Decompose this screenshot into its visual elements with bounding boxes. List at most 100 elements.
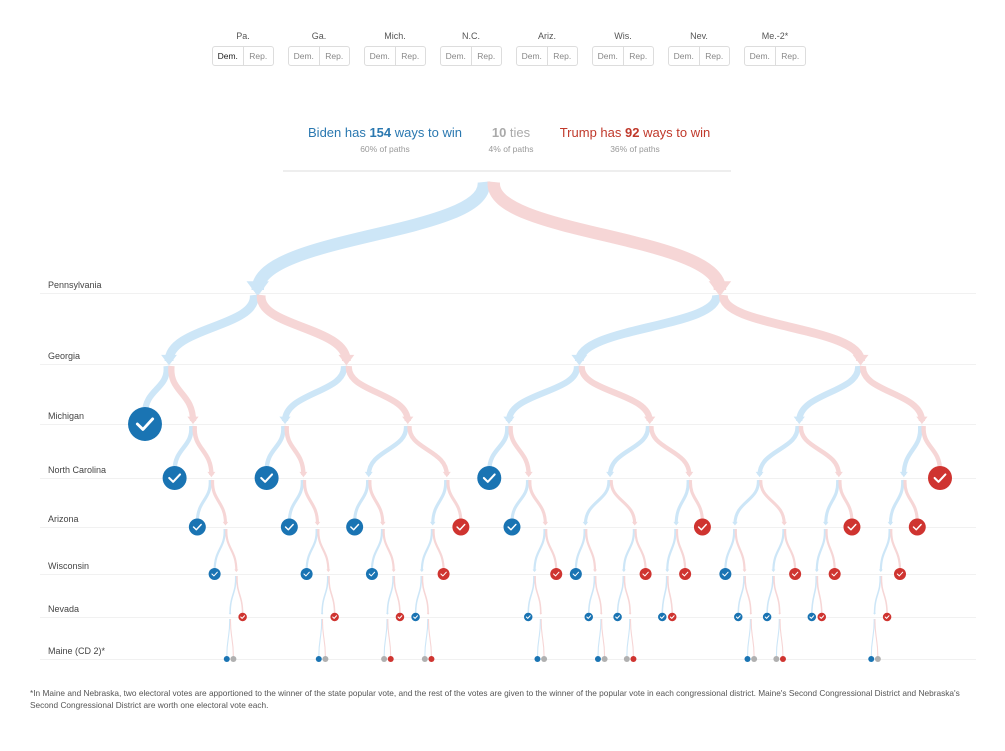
arrowhead-icon [628, 612, 632, 615]
dem-outcome-node[interactable] [584, 612, 593, 622]
dem-outcome-node[interactable] [868, 656, 875, 662]
dem-outcome-node[interactable] [280, 518, 298, 536]
dem-outcome-node[interactable] [223, 656, 230, 662]
rep-outcome-node[interactable] [679, 568, 692, 580]
rep-outcome-node[interactable] [428, 656, 435, 662]
dem-outcome-node[interactable] [346, 518, 364, 536]
dem-branch [766, 575, 774, 615]
arrowhead-icon [749, 612, 753, 615]
biden-count: 154 [369, 125, 392, 140]
rep-outcome-node[interactable] [630, 656, 637, 662]
rep-outcome-node[interactable] [550, 568, 563, 580]
dem-button[interactable]: Dem. [293, 51, 314, 61]
rep-branch [487, 181, 727, 292]
tie-outcome-node[interactable] [751, 656, 758, 662]
dem-outcome-node[interactable] [208, 568, 221, 580]
dem-branch [873, 575, 881, 615]
rep-button[interactable]: Rep. [622, 47, 654, 65]
dem-outcome-node[interactable] [734, 612, 743, 622]
dem-branch [626, 618, 631, 658]
dem-outcome-node[interactable] [188, 518, 206, 536]
rep-branch [759, 479, 786, 525]
rep-outcome-node[interactable] [667, 612, 677, 622]
check-icon [368, 571, 376, 577]
rep-outcome-node[interactable] [387, 656, 394, 662]
rep-outcome-node[interactable] [779, 656, 786, 662]
tie-outcome-node[interactable] [541, 656, 548, 662]
dem-button[interactable]: Dem. [749, 51, 770, 61]
ties-count: 10 [491, 125, 507, 140]
rep-outcome-node[interactable] [928, 466, 952, 490]
rep-outcome-node[interactable] [843, 518, 861, 536]
rep-outcome-node[interactable] [238, 612, 247, 622]
arrowhead-icon [386, 612, 389, 615]
rep-branch [903, 479, 919, 522]
rep-button[interactable]: Rep. [546, 47, 578, 65]
dem-button[interactable]: Dem. [445, 51, 466, 61]
rep-outcome-node[interactable] [882, 612, 892, 622]
rep-button[interactable]: Rep. [318, 47, 350, 65]
rep-outcome-node[interactable] [789, 568, 802, 580]
toggle-6: Nev. Dem. Rep. [668, 31, 730, 66]
dem-button[interactable]: Dem. [369, 51, 390, 61]
rep-outcome-node[interactable] [395, 612, 405, 622]
dem-button[interactable]: Dem. [521, 51, 542, 61]
dem-button[interactable]: Dem. [217, 51, 238, 61]
tie-outcome-node[interactable] [601, 656, 608, 662]
dem-outcome-node[interactable] [365, 568, 378, 580]
rep-outcome-node[interactable] [330, 612, 339, 622]
rep-branch [545, 528, 558, 571]
arrowhead-icon [222, 521, 229, 526]
rep-button[interactable]: Rep. [774, 47, 806, 65]
row-label: Nevada [48, 604, 80, 614]
dem-outcome-node[interactable] [534, 656, 541, 662]
dem-button[interactable]: Dem. [597, 51, 618, 61]
dem-outcome-node[interactable] [411, 612, 420, 622]
dem-outcome-node[interactable] [254, 466, 279, 490]
dem-outcome-node[interactable] [315, 656, 322, 662]
dem-outcome-node[interactable] [477, 466, 502, 490]
rep-branch [578, 365, 653, 422]
dem-outcome-node[interactable] [523, 612, 533, 622]
dem-outcome-node[interactable] [807, 612, 817, 622]
rep-branch [585, 528, 597, 572]
dem-branch [574, 528, 586, 571]
rep-outcome-node[interactable] [893, 568, 906, 580]
arrowhead-icon [380, 521, 386, 526]
arrowhead-icon [878, 569, 883, 573]
dem-outcome-node[interactable] [658, 612, 667, 622]
dem-outcome-node[interactable] [503, 518, 521, 536]
rep-outcome-node[interactable] [437, 568, 450, 580]
dem-outcome-node[interactable] [762, 612, 772, 622]
tie-outcome-node[interactable] [773, 656, 780, 662]
rep-button[interactable]: Rep. [470, 47, 502, 65]
rep-button[interactable]: Rep. [698, 47, 730, 65]
rep-outcome-node[interactable] [639, 568, 652, 580]
tie-outcome-node[interactable] [421, 656, 428, 662]
dem-outcome-node[interactable] [128, 407, 162, 441]
dem-outcome-node[interactable] [594, 656, 601, 662]
toggle-state-label: Wis. [614, 31, 632, 41]
tie-outcome-node[interactable] [623, 656, 630, 662]
dem-branch [815, 528, 826, 572]
rep-outcome-node[interactable] [693, 518, 711, 536]
dem-outcome-node[interactable] [719, 568, 732, 580]
rep-outcome-node[interactable] [828, 568, 841, 580]
rep-outcome-node[interactable] [817, 612, 827, 622]
tie-outcome-node[interactable] [874, 656, 881, 662]
tie-outcome-node[interactable] [322, 656, 329, 662]
rep-button[interactable]: Rep. [242, 47, 274, 65]
dem-button[interactable]: Dem. [673, 51, 694, 61]
rep-outcome-node[interactable] [452, 518, 470, 536]
dem-outcome-node[interactable] [744, 656, 751, 662]
tie-outcome-node[interactable] [381, 656, 388, 662]
arrowhead-icon [571, 354, 588, 366]
rep-button[interactable]: Rep. [394, 47, 426, 65]
dem-outcome-node[interactable] [613, 612, 622, 622]
dem-outcome-node[interactable] [300, 568, 313, 580]
dem-outcome-node[interactable] [569, 568, 582, 580]
dem-outcome-node[interactable] [162, 466, 187, 490]
tie-outcome-node[interactable] [230, 656, 237, 662]
rep-outcome-node[interactable] [908, 518, 926, 536]
